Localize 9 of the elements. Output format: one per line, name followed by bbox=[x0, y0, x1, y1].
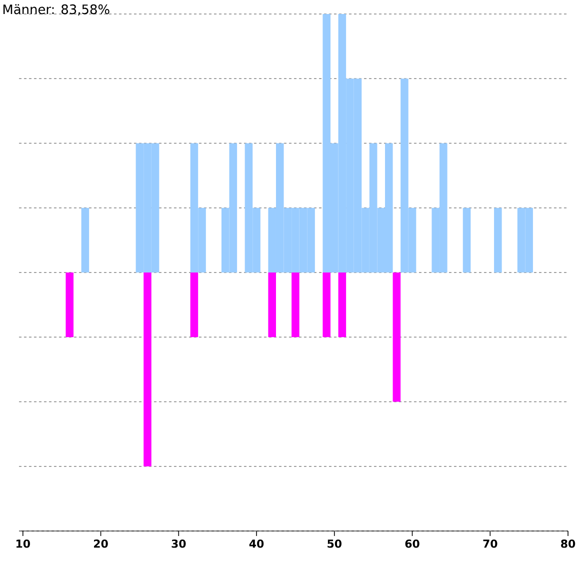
x-tick-label: 10 bbox=[16, 540, 30, 548]
x-tick-label: 20 bbox=[94, 540, 108, 548]
x-tick-label: 30 bbox=[172, 540, 186, 548]
x-tick-label: 70 bbox=[483, 540, 498, 548]
annotation: Männer: 83,58% bbox=[3, 4, 110, 16]
x-tick-label: 80 bbox=[561, 540, 576, 548]
x-tick-label: 40 bbox=[249, 540, 264, 548]
x-tick-label: 50 bbox=[328, 540, 342, 548]
x-tick-label: 60 bbox=[405, 540, 420, 548]
